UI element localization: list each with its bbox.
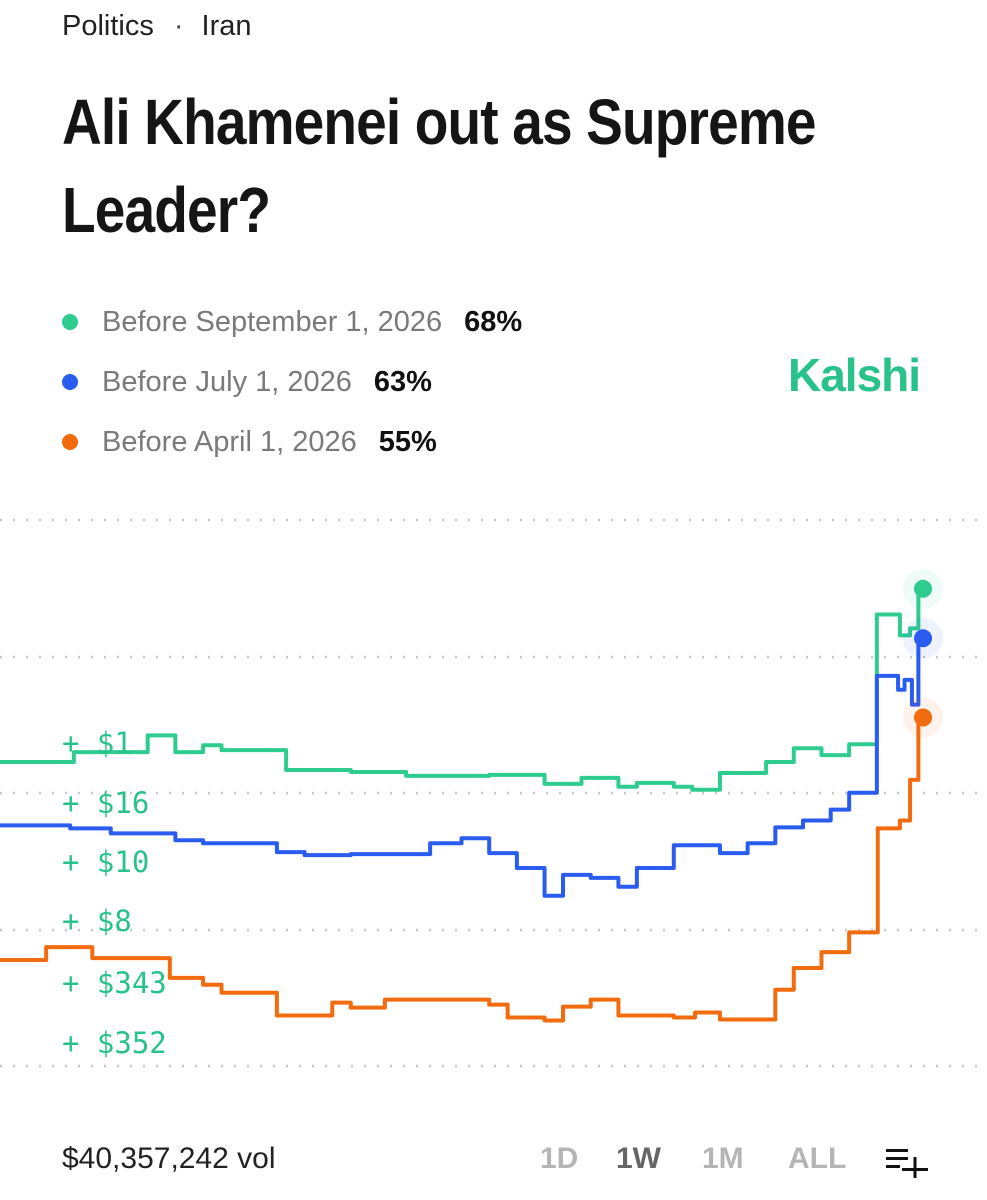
trade-label: + $343 [62, 966, 167, 1000]
breadcrumb-iran[interactable]: Iran [201, 10, 252, 42]
range-1w-button[interactable]: 1W [616, 1142, 661, 1175]
legend-item-april[interactable]: Before April 1, 2026 55% [62, 412, 522, 472]
breadcrumb-politics[interactable]: Politics [62, 10, 154, 42]
price-chart[interactable] [0, 480, 987, 1100]
range-selector: 1D 1W 1M ALL [540, 1142, 846, 1176]
legend-label: Before July 1, 2026 [102, 365, 352, 398]
endpoint-marker-2 [914, 708, 932, 727]
legend-pct: 68% [464, 305, 523, 338]
range-all-button[interactable]: ALL [788, 1142, 847, 1175]
breadcrumb-separator: · [173, 10, 184, 42]
series-line-1 [0, 636, 923, 898]
legend-label: Before April 1, 2026 [102, 425, 357, 458]
green-dot-icon [62, 314, 78, 330]
legend-pct: 63% [373, 365, 432, 398]
endpoint-marker-1 [914, 629, 932, 648]
orange-dot-icon [62, 434, 78, 450]
range-1d-button[interactable]: 1D [540, 1142, 579, 1175]
range-1m-button[interactable]: 1M [702, 1142, 744, 1175]
add-to-list-icon[interactable] [886, 1148, 930, 1178]
page-title: Ali Khamenei out as Supreme Leader? [62, 86, 817, 246]
kalshi-logo: Kalshi [788, 349, 921, 401]
endpoint-marker-0 [914, 579, 932, 598]
volume: $40,357,242 vol [62, 1142, 276, 1175]
trade-label: + $1 [62, 726, 132, 760]
legend-label: Before September 1, 2026 [102, 305, 443, 338]
series-line-0 [0, 586, 923, 792]
series-line-2 [0, 715, 923, 1023]
trade-label: + $8 [62, 904, 132, 938]
legend-item-september[interactable]: Before September 1, 2026 68% [62, 292, 522, 352]
trade-label: + $16 [62, 786, 150, 820]
blue-dot-icon [62, 374, 78, 390]
trade-label: + $352 [62, 1026, 167, 1060]
legend-pct: 55% [378, 425, 437, 458]
legend: Before September 1, 2026 68% Before July… [62, 292, 522, 472]
legend-item-july[interactable]: Before July 1, 2026 63% [62, 352, 522, 412]
breadcrumb: Politics · Iran [62, 10, 252, 43]
trade-label: + $10 [62, 845, 150, 879]
